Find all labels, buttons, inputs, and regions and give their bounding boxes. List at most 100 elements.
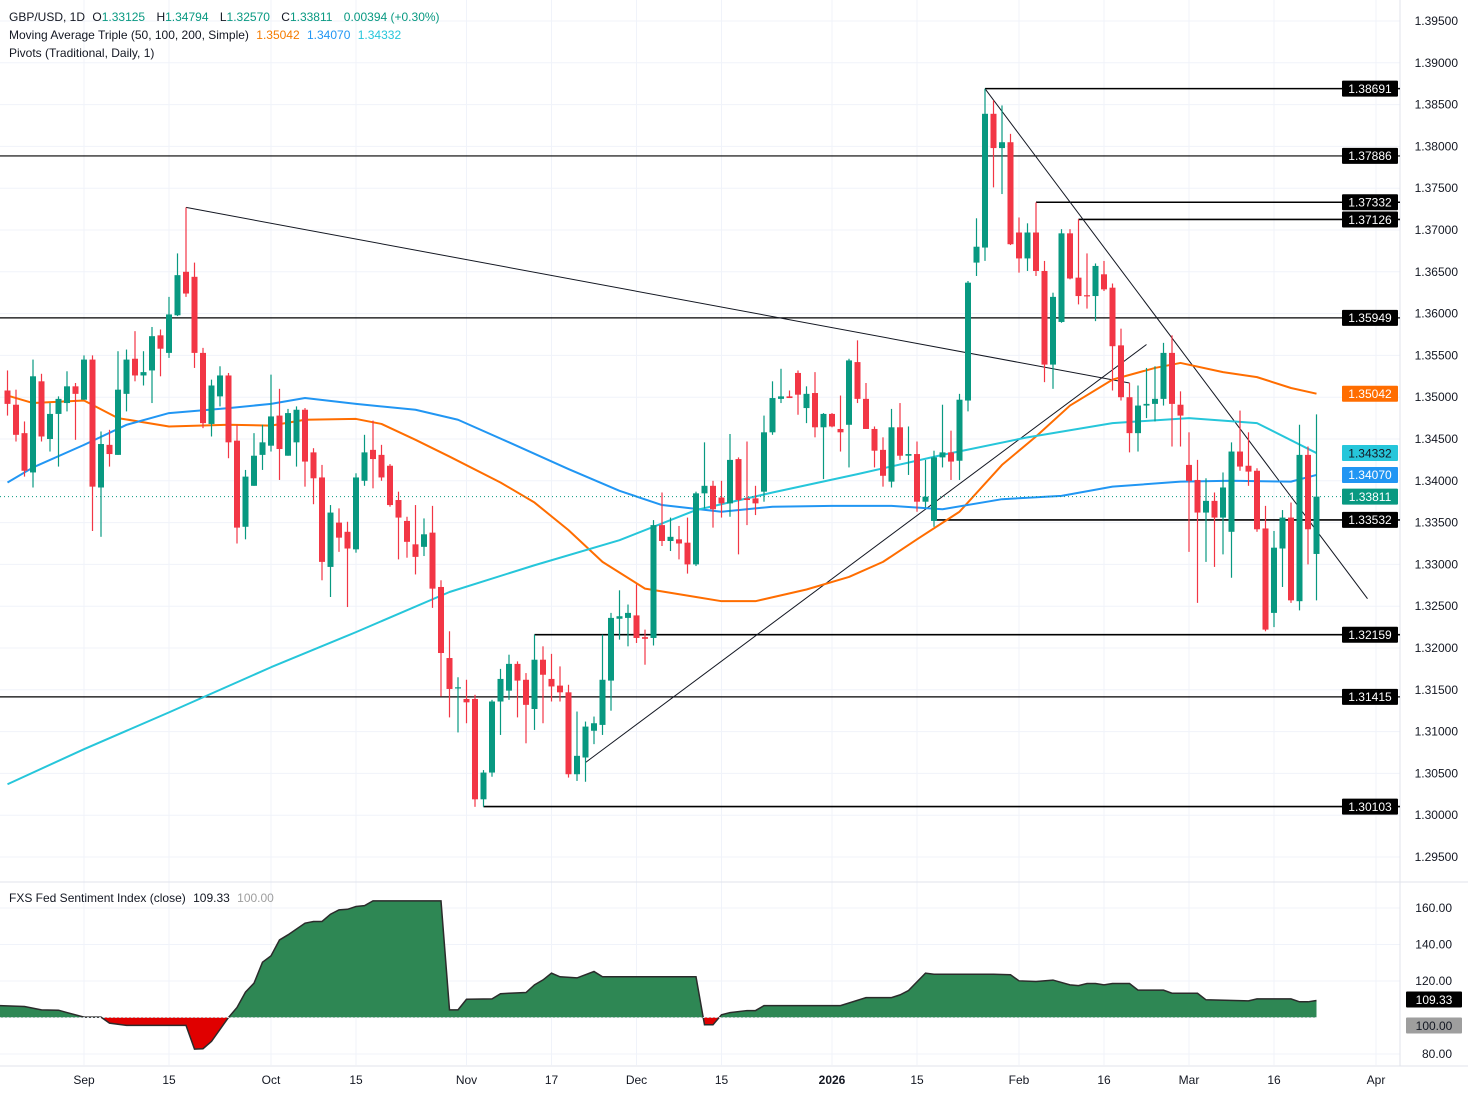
candle-body <box>47 413 53 439</box>
candle-down <box>1237 410 1243 471</box>
y-tick-label: 1.39500 <box>1415 14 1459 28</box>
x-tick-label: Oct <box>262 1073 281 1087</box>
candle-body <box>480 772 487 800</box>
candle-body <box>1135 405 1141 434</box>
candle-down <box>276 388 283 480</box>
candle-body <box>259 442 266 455</box>
candle-body <box>55 398 62 414</box>
candle-up <box>421 518 427 557</box>
price-badge-bg <box>1342 466 1398 483</box>
price-pane[interactable] <box>0 87 1400 808</box>
pivot-price-label: 1.32159 <box>1348 628 1392 642</box>
candle-body <box>1143 403 1150 406</box>
candle-body <box>557 685 563 693</box>
candle-body <box>1169 352 1175 404</box>
candle-body <box>225 375 232 443</box>
candle-down <box>684 517 691 574</box>
candle-up <box>1135 385 1141 452</box>
candle-body <box>1220 487 1226 518</box>
candle-body <box>497 678 504 702</box>
candle-body <box>157 335 164 349</box>
price-badge-bg <box>1342 385 1398 402</box>
candle-body <box>81 359 87 400</box>
ma-legend[interactable]: Moving Average Triple (50, 100, 200, Sim… <box>9 26 405 44</box>
candle-down <box>106 429 113 467</box>
candle-body <box>1203 500 1209 513</box>
candle-up <box>778 368 784 404</box>
y-tick-label: 1.38000 <box>1415 139 1459 153</box>
candle-down <box>565 684 572 778</box>
open-value: O1.33125 <box>92 10 146 24</box>
candle-body <box>650 525 657 638</box>
candle-body <box>268 416 274 446</box>
candle-down <box>557 666 563 702</box>
candle-up <box>1160 342 1167 406</box>
ma50-value: 1.35042 <box>256 28 300 42</box>
symbol-legend: GBP/USD, 1D O1.33125 H1.34794 L1.32570 C… <box>9 8 444 26</box>
candle-body <box>1313 496 1320 554</box>
pivot-price-label-bg <box>1342 147 1398 164</box>
candle-up <box>1296 424 1303 611</box>
candle-body <box>234 440 240 528</box>
candle-body <box>1254 470 1260 530</box>
candle-down <box>1245 432 1252 486</box>
candle-down <box>1084 253 1090 309</box>
sentiment-baseline-badge-bg <box>1406 1017 1462 1034</box>
candle-down <box>1118 328 1124 401</box>
candle-down <box>438 580 444 697</box>
x-tick-label: Apr <box>1367 1073 1386 1087</box>
candle-body <box>905 454 912 456</box>
candle-body <box>735 459 742 501</box>
candle-down <box>344 521 351 608</box>
candle-up <box>1313 414 1320 601</box>
candle-down <box>234 424 240 544</box>
candle-body <box>489 701 495 773</box>
candle-down <box>871 426 878 468</box>
candle-up <box>251 433 257 486</box>
candle-body <box>982 113 988 248</box>
candle-up <box>489 699 495 777</box>
x-tick-label: 16 <box>1097 1073 1111 1087</box>
candle-body <box>421 534 427 547</box>
candle-down <box>200 347 206 429</box>
pivot-price-label: 1.35949 <box>1348 311 1392 325</box>
candle-up <box>667 517 674 552</box>
candle-up <box>259 424 266 470</box>
candle-down <box>13 389 19 442</box>
candle-up <box>55 396 62 467</box>
candle-up <box>1220 472 1226 555</box>
sentiment-legend[interactable]: FXS Fed Sentiment Index (close) 109.33 1… <box>9 889 278 907</box>
candle-body <box>395 500 402 518</box>
candle-up <box>1092 263 1099 322</box>
axes: 1.39500 1.39000 1.38500 1.38000 1.37500 1.370… <box>73 14 1462 1087</box>
candle-body <box>208 385 215 424</box>
pivots-legend[interactable]: Pivots (Traditional, Daily, 1) <box>9 44 158 62</box>
y-tick-label: 1.34000 <box>1415 474 1459 488</box>
candle-down <box>387 464 393 507</box>
candle-up <box>701 442 708 509</box>
candle-body <box>438 586 444 654</box>
candle-up <box>846 358 852 468</box>
candle-body <box>693 493 699 565</box>
candle-body <box>965 282 971 401</box>
candle-body <box>38 381 45 437</box>
candle-body <box>13 404 19 435</box>
pivot-price-label-bg <box>1342 688 1398 705</box>
pivot-price-label-bg <box>1342 211 1398 228</box>
y-tick-label: 1.38500 <box>1415 98 1459 112</box>
candle-down <box>786 390 793 399</box>
candle-body <box>897 427 903 456</box>
x-tick-label: 15 <box>910 1073 924 1087</box>
sentiment-value: 109.33 <box>193 891 230 905</box>
candle-body <box>778 396 784 399</box>
candle-up <box>599 634 606 735</box>
candle-body <box>361 452 368 481</box>
y-tick-label: 1.31000 <box>1415 725 1459 739</box>
candle-body <box>1024 232 1031 259</box>
candle-down <box>1211 492 1218 567</box>
candle-down <box>370 420 376 489</box>
candle-body <box>1194 479 1201 513</box>
candle-body <box>582 726 589 758</box>
sentiment-pane[interactable] <box>0 900 1317 1050</box>
